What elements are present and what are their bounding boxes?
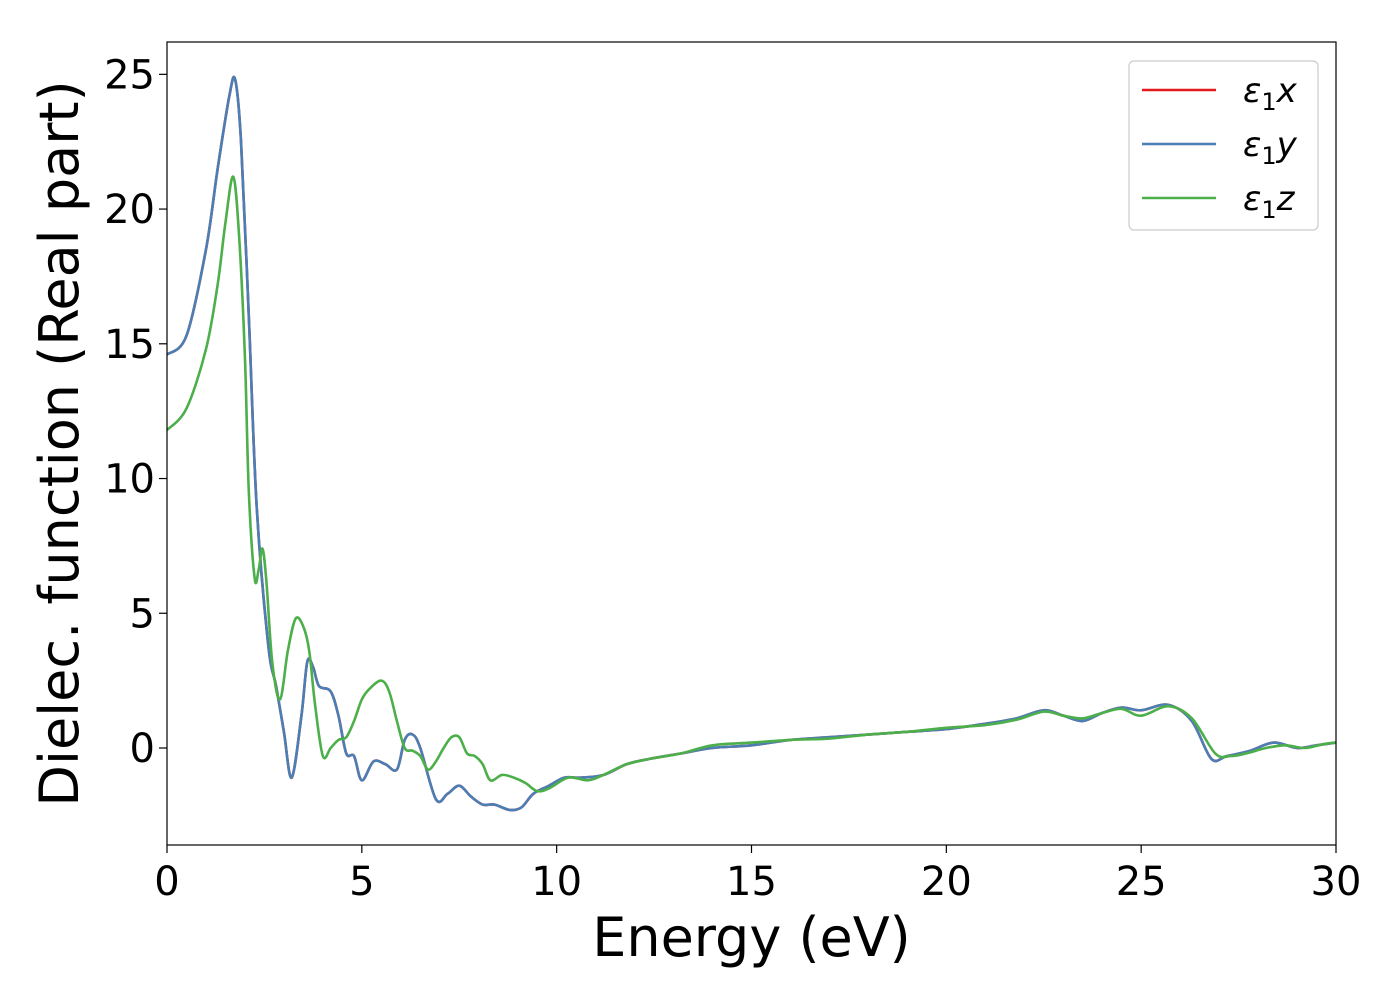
x-tick-label: 20 bbox=[921, 859, 972, 905]
x-tick-label: 0 bbox=[154, 859, 179, 905]
legend: ε1x ε1y ε1z bbox=[1128, 60, 1319, 231]
x-tick-label: 15 bbox=[726, 859, 777, 905]
y-tick-label: 20 bbox=[104, 187, 155, 233]
x-tick-label: 5 bbox=[349, 859, 374, 905]
legend-label-x: ε1x bbox=[1243, 71, 1298, 116]
ticks-layer: 0 5 10 15 20 25 30 0 5 10 15 20 25 bbox=[104, 52, 1361, 905]
series-layer bbox=[167, 75, 1336, 812]
series-line-z bbox=[167, 175, 1336, 793]
legend-box bbox=[1128, 60, 1319, 231]
series-line-y bbox=[167, 75, 1336, 812]
legend-label-y: ε1y bbox=[1243, 125, 1298, 170]
x-tick-label: 30 bbox=[1311, 859, 1362, 905]
y-tick-label: 15 bbox=[104, 322, 155, 368]
y-tick-label: 25 bbox=[104, 52, 155, 98]
y-tick-label: 5 bbox=[130, 591, 155, 637]
x-axis-title: Energy (eV) bbox=[592, 906, 911, 969]
x-tick-label: 25 bbox=[1116, 859, 1167, 905]
y-tick-label: 0 bbox=[130, 726, 155, 772]
legend-label-z: ε1z bbox=[1243, 179, 1296, 224]
y-tick-label: 10 bbox=[104, 457, 155, 503]
y-axis-title: Dielec. function (Real part) bbox=[28, 80, 91, 806]
x-tick-label: 10 bbox=[531, 859, 582, 905]
